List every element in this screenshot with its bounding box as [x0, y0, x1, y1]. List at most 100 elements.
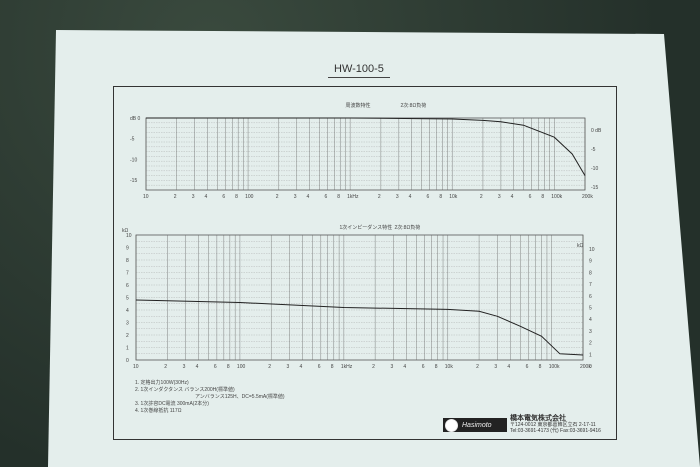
x-tick-label: 6 — [422, 364, 425, 370]
x-tick-label: 8 — [235, 194, 238, 200]
y-tick-label-left: 0 — [126, 358, 129, 364]
y-tick-label-left: 6 — [126, 283, 129, 289]
company-phone: Tel:03-3691-4173 (代) Fax:03-3691-9416 — [510, 428, 601, 434]
x-tick-label: 2 — [378, 194, 381, 200]
y-tick-label-right: 3 — [589, 329, 592, 335]
y-tick-label-left: dB 0 — [130, 116, 141, 122]
y-tick-label-right: 5 — [589, 306, 592, 312]
x-tick-label: 3 — [494, 364, 497, 370]
y-tick-label-left: 3 — [126, 321, 129, 327]
x-tick-label: 1kHz — [347, 194, 359, 200]
response-curve — [135, 299, 584, 356]
y-tick-label-right: 7 — [589, 282, 592, 288]
x-tick-label: 8 — [439, 194, 442, 200]
chart-subtitle: 2次:8Ω負荷 — [395, 224, 421, 231]
company-name: 橋本電気株式会社 — [510, 415, 566, 422]
x-tick-label: 4 — [299, 364, 302, 370]
y-tick-label-left: 8 — [126, 258, 129, 264]
chart-subtitle: 2次:8Ω負荷 — [401, 102, 427, 109]
y-tick-label-left: -5 — [130, 137, 135, 143]
y-tick-label-right: 1 — [589, 352, 592, 358]
y-tick-label-right: -10 — [591, 166, 598, 172]
x-tick-label: 4 — [511, 194, 514, 200]
x-tick-label: 6 — [324, 194, 327, 200]
y-tick-label-right: -15 — [591, 185, 598, 191]
x-tick-label: 100 — [237, 364, 246, 370]
x-tick-label: 4 — [204, 194, 207, 200]
company-info: 橋本電気株式会社 〒124-0012 東京都葛飾区立石 2-17-11 Tel:… — [510, 415, 601, 434]
x-tick-label: 6 — [526, 364, 529, 370]
x-tick-label: 4 — [507, 364, 510, 370]
x-tick-label: 10 — [143, 194, 149, 200]
y-tick-label-right: 0 — [589, 364, 592, 370]
y-tick-label-right: 10 — [589, 247, 595, 253]
y-tick-label-left: 7 — [126, 271, 129, 277]
y-tick-label-right: 6 — [589, 294, 592, 300]
x-tick-label: 10k — [449, 194, 458, 200]
chart-frame — [113, 86, 617, 440]
x-tick-label: 3 — [390, 364, 393, 370]
x-tick-label: 2 — [276, 194, 279, 200]
y-tick-label-right: 8 — [589, 270, 592, 276]
y-tick-label-left: 10 — [126, 233, 132, 239]
y-tick-label-right: 9 — [589, 259, 592, 265]
x-tick-label: 8 — [337, 194, 340, 200]
x-tick-label: 3 — [192, 194, 195, 200]
x-tick-label: 8 — [331, 364, 334, 370]
y-tick-label-right: -5 — [591, 147, 596, 153]
x-tick-label: 2 — [174, 194, 177, 200]
x-tick-label: 3 — [287, 364, 290, 370]
chart-title: 1次インピーダンス特性 — [340, 224, 393, 231]
x-tick-label: 8 — [539, 364, 542, 370]
logo-text: Hasimoto — [462, 421, 492, 429]
y-tick-label-left: 4 — [126, 308, 129, 314]
y-tick-label-left: 2 — [126, 333, 129, 339]
company-logo: Hasimoto — [443, 418, 507, 432]
x-tick-label: 2 — [268, 364, 271, 370]
note: 2. 1次インダクタンス バランス200H(標準値) — [135, 387, 235, 393]
y-tick-label-left: -10 — [130, 157, 137, 163]
y-tick-label-left: -15 — [130, 178, 137, 184]
x-tick-label: 1kHz — [341, 364, 353, 370]
y-tick-label-left: 5 — [126, 296, 129, 302]
x-tick-label: 200k — [580, 364, 591, 370]
chart-title: 周波数特性 — [346, 102, 371, 109]
note: 3. 1次許容DC電流 300mA(2本分) — [135, 401, 209, 407]
y-tick-label-right: 2 — [589, 341, 592, 347]
x-tick-label: 6 — [222, 194, 225, 200]
x-tick-label: 3 — [396, 194, 399, 200]
x-tick-label: 4 — [409, 194, 412, 200]
note: 4. 1次巻線抵抗 117Ω — [135, 408, 182, 414]
x-tick-label: 4 — [307, 194, 310, 200]
x-tick-label: 100k — [551, 194, 562, 200]
note: アンバランス125H、DC=5.5mA(標準値) — [195, 394, 285, 400]
y-tick-label-left: 9 — [126, 246, 129, 252]
y-unit-label-right: kΩ — [577, 243, 584, 249]
notes: 1. 定格出力100W(30Hz) 2. 1次インダクタンス バランス200H(… — [135, 380, 285, 415]
x-tick-label: 10 — [133, 364, 139, 370]
x-tick-label: 6 — [318, 364, 321, 370]
x-tick-label: 8 — [227, 364, 230, 370]
note: 1. 定格出力100W(30Hz) — [135, 380, 189, 386]
x-tick-label: 6 — [427, 194, 430, 200]
y-tick-label-right: 4 — [589, 317, 592, 323]
x-tick-label: 10k — [445, 364, 454, 370]
x-tick-label: 2 — [480, 194, 483, 200]
x-tick-label: 4 — [403, 364, 406, 370]
x-tick-label: 2 — [372, 364, 375, 370]
x-tick-label: 200k — [582, 194, 593, 200]
x-tick-label: 8 — [541, 194, 544, 200]
company-address: 〒124-0012 東京都葛飾区立石 2-17-11 — [510, 422, 596, 428]
x-tick-label: 2 — [476, 364, 479, 370]
document-title: HW-100-5 — [328, 63, 390, 78]
x-tick-label: 4 — [196, 364, 199, 370]
x-tick-label: 3 — [498, 194, 501, 200]
x-tick-label: 3 — [183, 364, 186, 370]
response-curve — [146, 117, 586, 176]
y-tick-label-left: 1 — [126, 346, 129, 352]
x-tick-label: 2 — [164, 364, 167, 370]
y-unit-label: kΩ — [122, 228, 129, 234]
y-tick-label-right: 0 dB — [591, 128, 602, 134]
